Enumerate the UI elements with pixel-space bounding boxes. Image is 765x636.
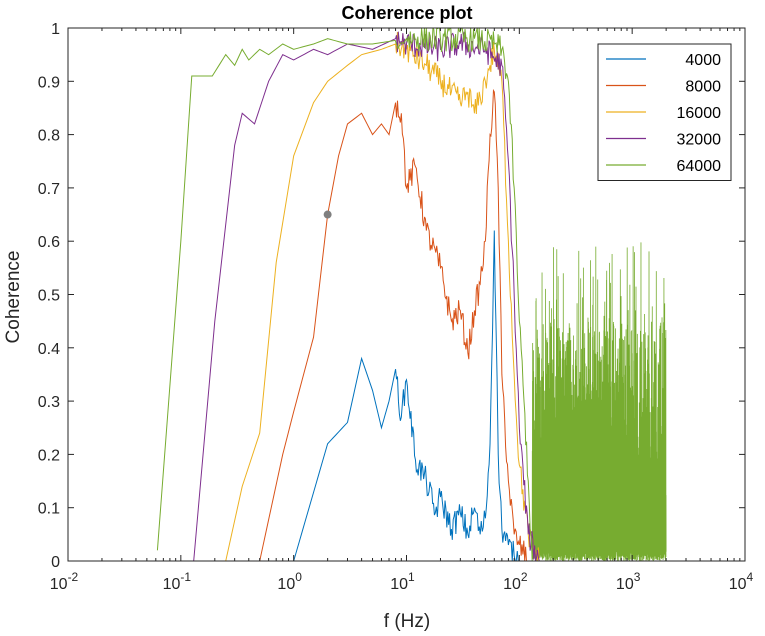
x-tick-label-5: 103 [616,570,641,593]
y-tick-label-10: 1 [51,21,60,38]
x-tick-exponent-5: 3 [634,570,641,584]
x-tick-label-6: 104 [729,570,754,593]
legend-label-8000: 8000 [685,79,721,96]
series-4000-line [293,230,520,561]
y-tick-label-8: 0.8 [38,128,60,145]
x-tick-label-2: 100 [277,570,302,593]
x-axis-label: f (Hz) [384,611,430,632]
x-tick-exponent-4: 2 [521,570,528,584]
chart-title: Coherence plot [341,3,472,23]
series-64000-line [156,28,533,561]
y-tick-label-7: 0.7 [38,181,60,198]
x-tick-label-3: 101 [390,570,415,593]
x-tick-exponent-3: 1 [408,570,415,584]
legend-label-4000: 4000 [685,52,721,69]
x-tick-exponent-0: -2 [68,570,79,584]
y-tick-label-9: 0.9 [38,74,60,91]
annotation-dot-0 [323,210,332,219]
plot-area [156,28,667,561]
x-tick-exponent-2: 0 [295,570,302,584]
y-tick-label-6: 0.6 [38,234,60,251]
x-tick-label-0: 10-2 [50,570,79,593]
series-64000-noise-band [531,242,667,561]
series-8000-line [259,88,529,561]
y-axis-label: Coherence [3,251,24,344]
y-tick-label-3: 0.3 [38,394,60,411]
x-tick-label-1: 10-1 [163,570,192,593]
y-tick-label-1: 0.1 [38,501,60,518]
legend: 4000 8000 16000 32000 64000 [597,43,732,181]
x-tick-exponent-1: -1 [180,570,191,584]
series-group [156,28,667,561]
legend-label-64000: 64000 [677,158,722,175]
y-tick-label-0: 0 [51,554,60,571]
legend-label-16000: 16000 [677,105,722,122]
x-tick-label-4: 102 [503,570,528,593]
series-16000-line [225,31,540,561]
y-tick-label-4: 0.4 [38,341,60,358]
x-tick-exponent-6: 4 [747,570,754,584]
y-tick-label-5: 0.5 [38,288,60,305]
legend-label-32000: 32000 [677,132,722,149]
y-tick-label-2: 0.2 [38,447,60,464]
